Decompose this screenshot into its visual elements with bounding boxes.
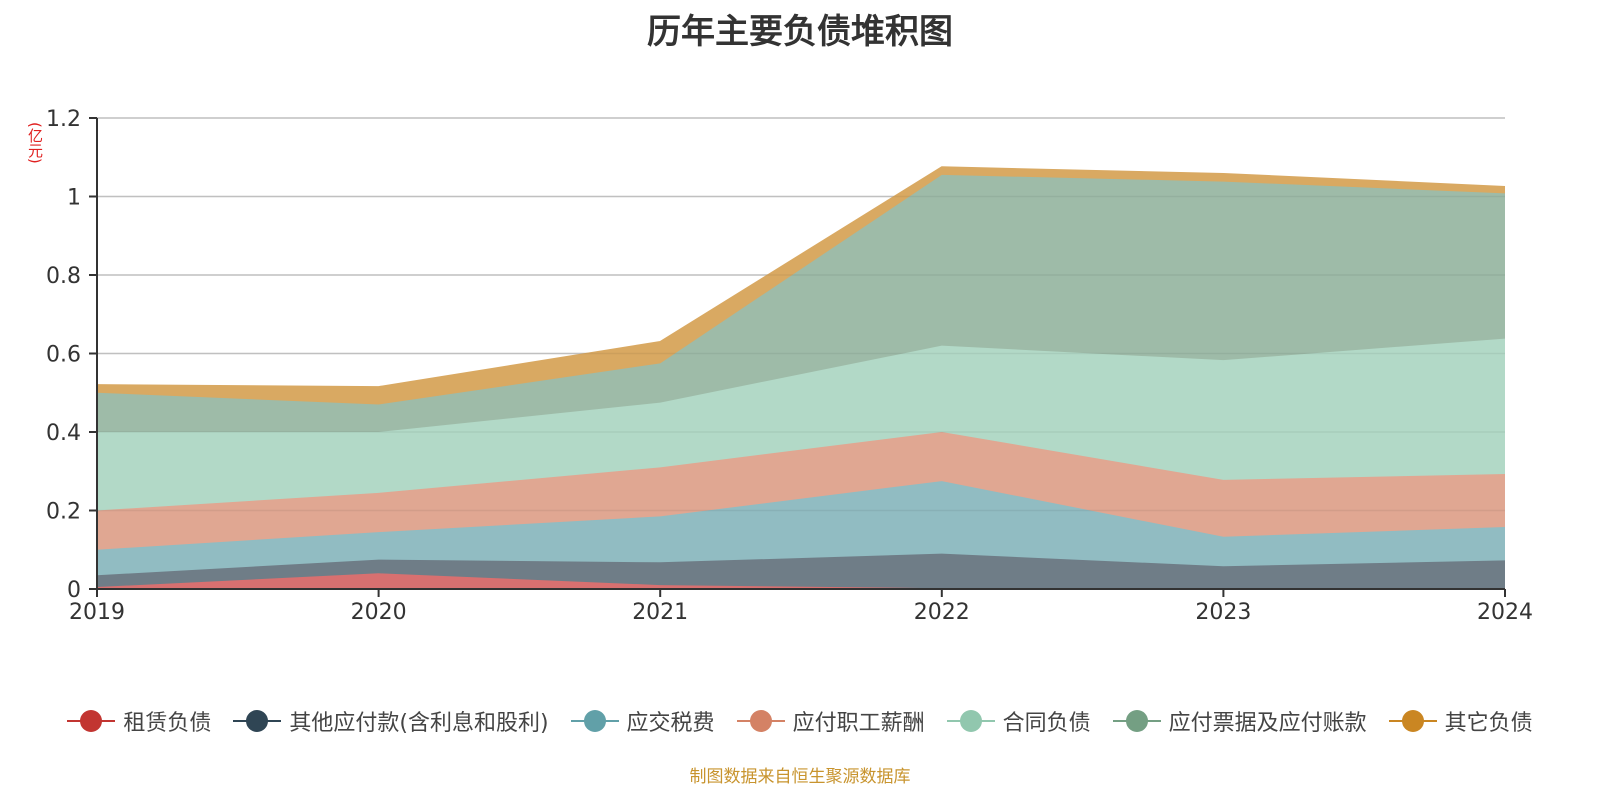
- y-tick-label: 0.4: [46, 421, 81, 446]
- legend-marker-icon: [1388, 710, 1437, 732]
- y-tick-label: 0.8: [46, 264, 81, 289]
- area-series-0: [97, 573, 1505, 589]
- legend-marker-icon: [1112, 710, 1161, 732]
- legend-label: 应付职工薪酬: [792, 711, 925, 736]
- y-tick-label: 0.6: [46, 343, 81, 368]
- legend: 租赁负债 其他应付款(含利息和股利) 应交税费 应付职工薪酬 合同负债 应付票据及应付账款…: [0, 706, 1600, 736]
- legend-label: 应付票据及应付账款: [1168, 711, 1367, 736]
- legend-label: 应交税费: [626, 711, 715, 736]
- series-line-6: [96, 166, 1506, 388]
- y-tick-label: 0.2: [46, 500, 81, 525]
- y-axis-unit-label: (亿元): [26, 122, 44, 164]
- area-series-5: [97, 174, 1505, 432]
- x-tick-label: 2023: [1195, 600, 1251, 625]
- legend-label: 其它负债: [1444, 711, 1533, 736]
- legend-marker-icon: [570, 710, 619, 732]
- legend-item[interactable]: 其他应付款(含利息和股利): [233, 705, 549, 737]
- legend-marker-icon: [67, 710, 116, 732]
- legend-item[interactable]: 应付票据及应付账款: [1112, 705, 1367, 737]
- legend-label: 租赁负债: [123, 711, 212, 736]
- stacked-area-chart: 0 0.2 0.4 0.6 0.8 1 1.2 2019 2020 2021 2022 2023 202…: [46, 107, 1533, 625]
- legend-marker-icon: [946, 710, 995, 732]
- area-series-3: [97, 432, 1505, 550]
- legend-item[interactable]: 应付职工薪酬: [736, 705, 925, 737]
- legend-marker-icon: [736, 710, 785, 732]
- x-tick-label: 2021: [632, 600, 688, 625]
- chart-title: 历年主要负债堆积图: [647, 12, 953, 52]
- legend-label: 其他应付款(含利息和股利): [289, 711, 549, 736]
- legend-item[interactable]: 其它负债: [1388, 705, 1533, 737]
- legend-marker-icon: [233, 710, 282, 732]
- y-tick-label: 0: [67, 578, 81, 603]
- legend-item[interactable]: 租赁负债: [67, 705, 211, 737]
- legend-item[interactable]: 应交税费: [570, 705, 715, 737]
- y-tick-label: 1.2: [46, 107, 81, 132]
- area-series-4: [97, 338, 1505, 511]
- source-note: 制图数据来自恒生聚源数据库: [689, 767, 911, 787]
- legend-label: 合同负债: [1002, 711, 1091, 736]
- x-tick-label: 2024: [1477, 600, 1533, 625]
- y-tick-label: 1: [67, 186, 81, 211]
- legend-item[interactable]: 合同负债: [946, 705, 1091, 737]
- x-tick-label: 2020: [351, 600, 407, 625]
- area-series-1: [97, 553, 1505, 589]
- area-series-2: [97, 481, 1505, 576]
- x-tick-label: 2019: [69, 600, 125, 625]
- x-tick-label: 2022: [914, 600, 970, 625]
